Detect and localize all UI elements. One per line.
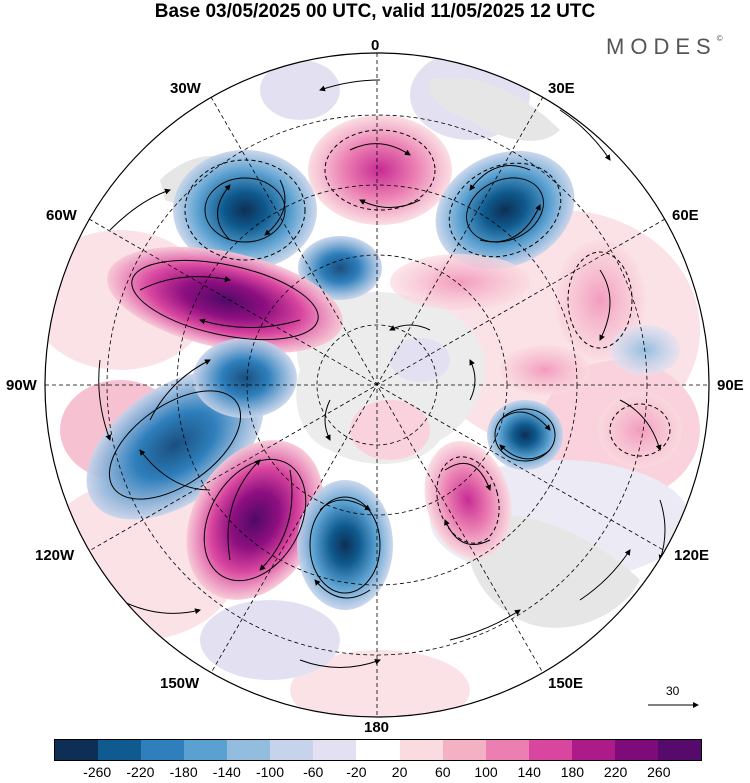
map-border <box>44 52 710 718</box>
lon-label-120w: 120W <box>35 547 75 564</box>
vector-reference-label: 30 <box>666 684 680 698</box>
colorbar-tick-label: 100 <box>474 764 498 780</box>
colorbar-swatch <box>399 740 443 760</box>
colorbar-tick-label: 180 <box>560 764 585 780</box>
colorbar-swatch <box>227 740 271 760</box>
colorbar-tick-label: -260 <box>83 764 112 780</box>
lon-label-150w: 150W <box>160 675 200 692</box>
colorbar-tick-label: -20 <box>346 764 367 780</box>
lon-label-90w: 90W <box>6 377 37 394</box>
lon-label-60e: 60E <box>672 207 699 224</box>
lon-label-180: 180 <box>364 719 390 736</box>
brand-mark: © <box>716 34 723 43</box>
map-title: Base 03/05/2025 00 UTC, valid 11/05/2025… <box>154 1 596 22</box>
colorbar-swatch <box>55 740 99 760</box>
colorbar-swatch <box>614 740 658 760</box>
colorbar-swatch <box>270 740 314 760</box>
colorbar-swatch <box>528 740 572 760</box>
colorbar-tick-label: 60 <box>435 764 451 780</box>
colorbar-tick-label: 140 <box>517 764 541 780</box>
colorbar-swatch <box>98 740 142 760</box>
colorbar-swatch <box>442 740 486 760</box>
colorbar-swatch <box>356 740 400 760</box>
lon-label-150e: 150E <box>548 675 584 692</box>
anomaly-field <box>45 53 709 717</box>
colorbar-swatch <box>141 740 185 760</box>
graticule <box>45 53 709 717</box>
lon-label-120e: 120E <box>674 547 710 564</box>
colorbar-tick-label: 20 <box>391 764 408 780</box>
lon-label-90e: 90E <box>717 377 744 394</box>
colorbar-swatch <box>571 740 615 760</box>
colorbar-tick-label: 260 <box>647 764 671 780</box>
colorbar-tick-label: -180 <box>169 764 198 780</box>
lon-label-0: 0 <box>371 37 380 54</box>
lon-label-60w: 60W <box>46 207 77 224</box>
lon-label-30w: 30W <box>170 80 201 97</box>
colorbar-tick-label: -100 <box>255 764 285 780</box>
colorbar-swatch <box>485 740 529 760</box>
colorbar-tick-label: -60 <box>303 764 324 780</box>
colorbar-tick-label: -140 <box>212 764 241 780</box>
lon-label-30e: 30E <box>548 80 575 97</box>
brand-text: MODES <box>606 34 717 59</box>
brand-logo: MODES© <box>606 34 723 60</box>
colorbar-swatch <box>184 740 228 760</box>
colorbar-tick-label: 220 <box>603 764 628 780</box>
colorbar-tick-label: -220 <box>126 764 155 780</box>
colorbar-swatch <box>313 740 357 760</box>
wind-vectors <box>98 79 666 668</box>
colorbar <box>54 739 702 761</box>
colorbar-swatch <box>657 740 701 760</box>
